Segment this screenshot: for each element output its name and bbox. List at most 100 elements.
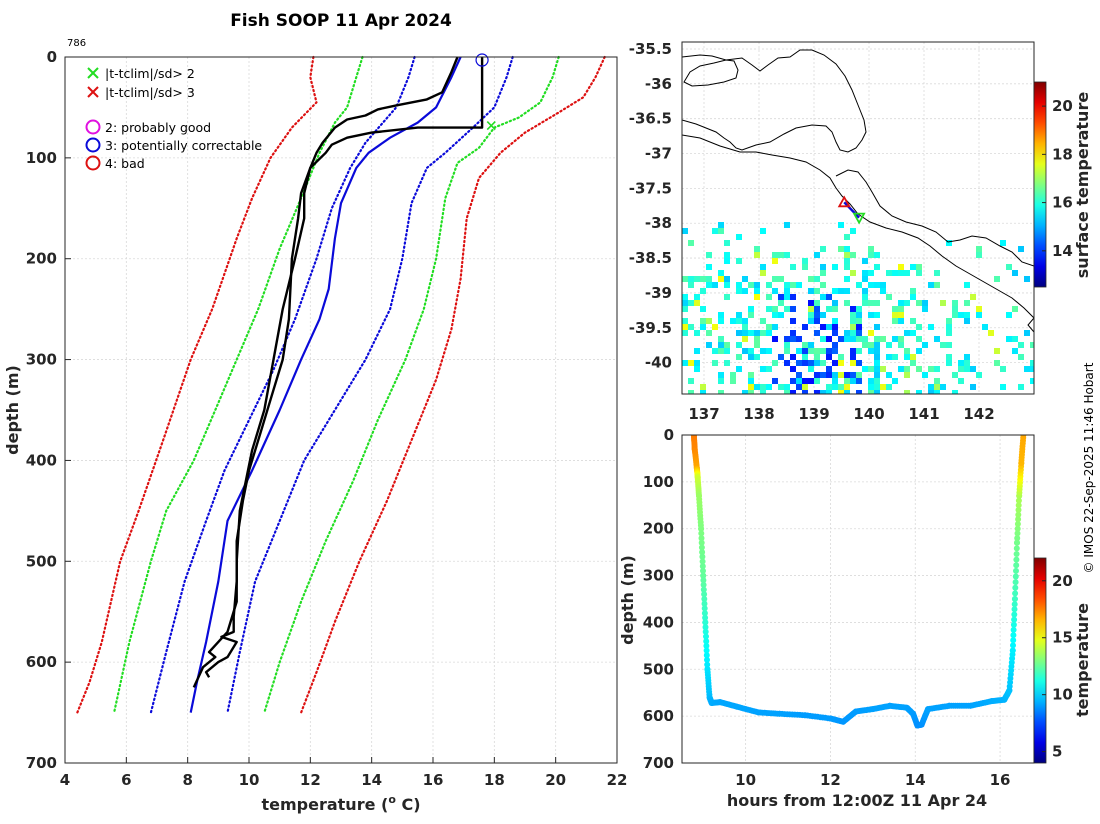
credit-text: © IMOS 22-Sep-2025 11:46 Hobart bbox=[1082, 362, 1096, 573]
sst-cell bbox=[934, 390, 940, 394]
sst-cell bbox=[784, 360, 790, 366]
sst-cell bbox=[778, 276, 784, 282]
sst-cell bbox=[862, 342, 868, 348]
sst-cell bbox=[964, 300, 970, 306]
sst-cell bbox=[844, 246, 850, 252]
sst-cell bbox=[748, 372, 754, 378]
sst-cell bbox=[868, 378, 874, 384]
sst-cell bbox=[832, 384, 838, 390]
track-start-triangle-icon bbox=[837, 195, 851, 208]
map-y-tick-label: -37.5 bbox=[629, 179, 672, 197]
sst-cell bbox=[952, 300, 958, 306]
sst-cell bbox=[898, 264, 904, 270]
sst-cell bbox=[820, 312, 826, 318]
sst-cell bbox=[760, 384, 766, 390]
sst-cell bbox=[952, 390, 958, 394]
temperature-colorbar-tick-label: 15 bbox=[1052, 629, 1073, 647]
sst-cell bbox=[844, 288, 850, 294]
sst-cell bbox=[682, 330, 688, 336]
sst-cell bbox=[874, 360, 880, 366]
chart-title: Fish SOOP 11 Apr 2024 bbox=[230, 11, 452, 31]
sst-cell bbox=[790, 354, 796, 360]
sst-cell bbox=[868, 312, 874, 318]
sst-cell bbox=[826, 306, 832, 312]
legend-q2-label: 2: probably good bbox=[105, 120, 211, 135]
depth-time-point bbox=[1010, 642, 1016, 649]
sst-cell bbox=[952, 372, 958, 378]
sst-cell bbox=[760, 318, 766, 324]
sst-cell bbox=[730, 318, 736, 324]
sst-cell bbox=[844, 384, 850, 390]
sst-cell bbox=[718, 348, 724, 354]
sst-cell bbox=[826, 372, 832, 378]
sst-cell bbox=[808, 306, 814, 312]
sst-cell bbox=[970, 366, 976, 372]
sst-cell bbox=[700, 276, 706, 282]
profile-y-tick-label: 400 bbox=[26, 451, 57, 469]
depth-time-chart: 10 12 14 16 0 100 200 300 400 500 600 700 hours fr… bbox=[618, 426, 1092, 810]
depth-time-y-tick-label: 500 bbox=[643, 660, 674, 678]
depth-time-point bbox=[701, 605, 708, 612]
sst-cell bbox=[994, 348, 1000, 354]
sst-cell bbox=[880, 288, 886, 294]
sst-cell bbox=[940, 342, 946, 348]
sst-cell bbox=[820, 270, 826, 276]
sst-cell bbox=[718, 372, 724, 378]
depth-time-point bbox=[1013, 562, 1020, 569]
sst-cell bbox=[1030, 366, 1034, 372]
sst-cell bbox=[754, 384, 760, 390]
depth-time-point bbox=[698, 544, 705, 551]
sst-cell bbox=[712, 228, 718, 234]
depth-time-y-tick-label: 200 bbox=[643, 520, 674, 538]
sst-cell bbox=[814, 288, 820, 294]
sst-cell bbox=[928, 384, 934, 390]
sst-cell bbox=[688, 240, 694, 246]
map-ship-track bbox=[837, 195, 866, 225]
sst-cell bbox=[790, 330, 796, 336]
sst-cell bbox=[904, 354, 910, 360]
sst-cell bbox=[712, 324, 718, 330]
sst-cell bbox=[994, 360, 1000, 366]
sst-cell bbox=[820, 372, 826, 378]
sst-cell bbox=[916, 264, 922, 270]
sst-cell bbox=[964, 354, 970, 360]
sst-cell bbox=[694, 294, 700, 300]
depth-time-y-axis-label: depth (m) bbox=[618, 555, 637, 645]
sst-cell bbox=[874, 336, 880, 342]
sst-cell bbox=[724, 252, 730, 258]
sst-cell bbox=[760, 330, 766, 336]
sst-cell bbox=[754, 330, 760, 336]
sst-cell bbox=[880, 384, 886, 390]
sst-cell bbox=[808, 318, 814, 324]
sst-cell bbox=[688, 390, 694, 394]
depth-time-point bbox=[701, 591, 708, 598]
depth-time-point bbox=[699, 549, 706, 556]
sst-cell bbox=[790, 336, 796, 342]
sst-cell bbox=[796, 378, 802, 384]
sst-cell bbox=[934, 378, 940, 384]
sst-cell bbox=[808, 312, 814, 318]
sst-cell bbox=[970, 384, 976, 390]
sst-cell bbox=[784, 384, 790, 390]
sst-cell bbox=[736, 258, 742, 264]
sst-cell bbox=[742, 276, 748, 282]
sst-cell bbox=[910, 354, 916, 360]
series-sd2-upper bbox=[263, 55, 560, 714]
sst-cell bbox=[892, 306, 898, 312]
sst-cell bbox=[856, 348, 862, 354]
depth-time-point bbox=[1013, 567, 1019, 574]
sst-cell bbox=[772, 360, 778, 366]
legend-q3-label: 3: potentially correctable bbox=[105, 138, 262, 153]
depth-time-x-tick-label: 10 bbox=[735, 771, 756, 789]
map-x-tick-label: 141 bbox=[908, 405, 939, 423]
sst-cell bbox=[832, 342, 838, 348]
sst-cell bbox=[706, 318, 712, 324]
sst-cell bbox=[718, 318, 724, 324]
depth-time-x-tick-label: 16 bbox=[990, 771, 1011, 789]
sst-cell bbox=[814, 360, 820, 366]
sst-cell bbox=[832, 330, 838, 336]
sst-cell bbox=[694, 276, 700, 282]
sst-cell bbox=[988, 330, 994, 336]
sst-cell bbox=[844, 264, 850, 270]
sst-cell bbox=[850, 360, 856, 366]
